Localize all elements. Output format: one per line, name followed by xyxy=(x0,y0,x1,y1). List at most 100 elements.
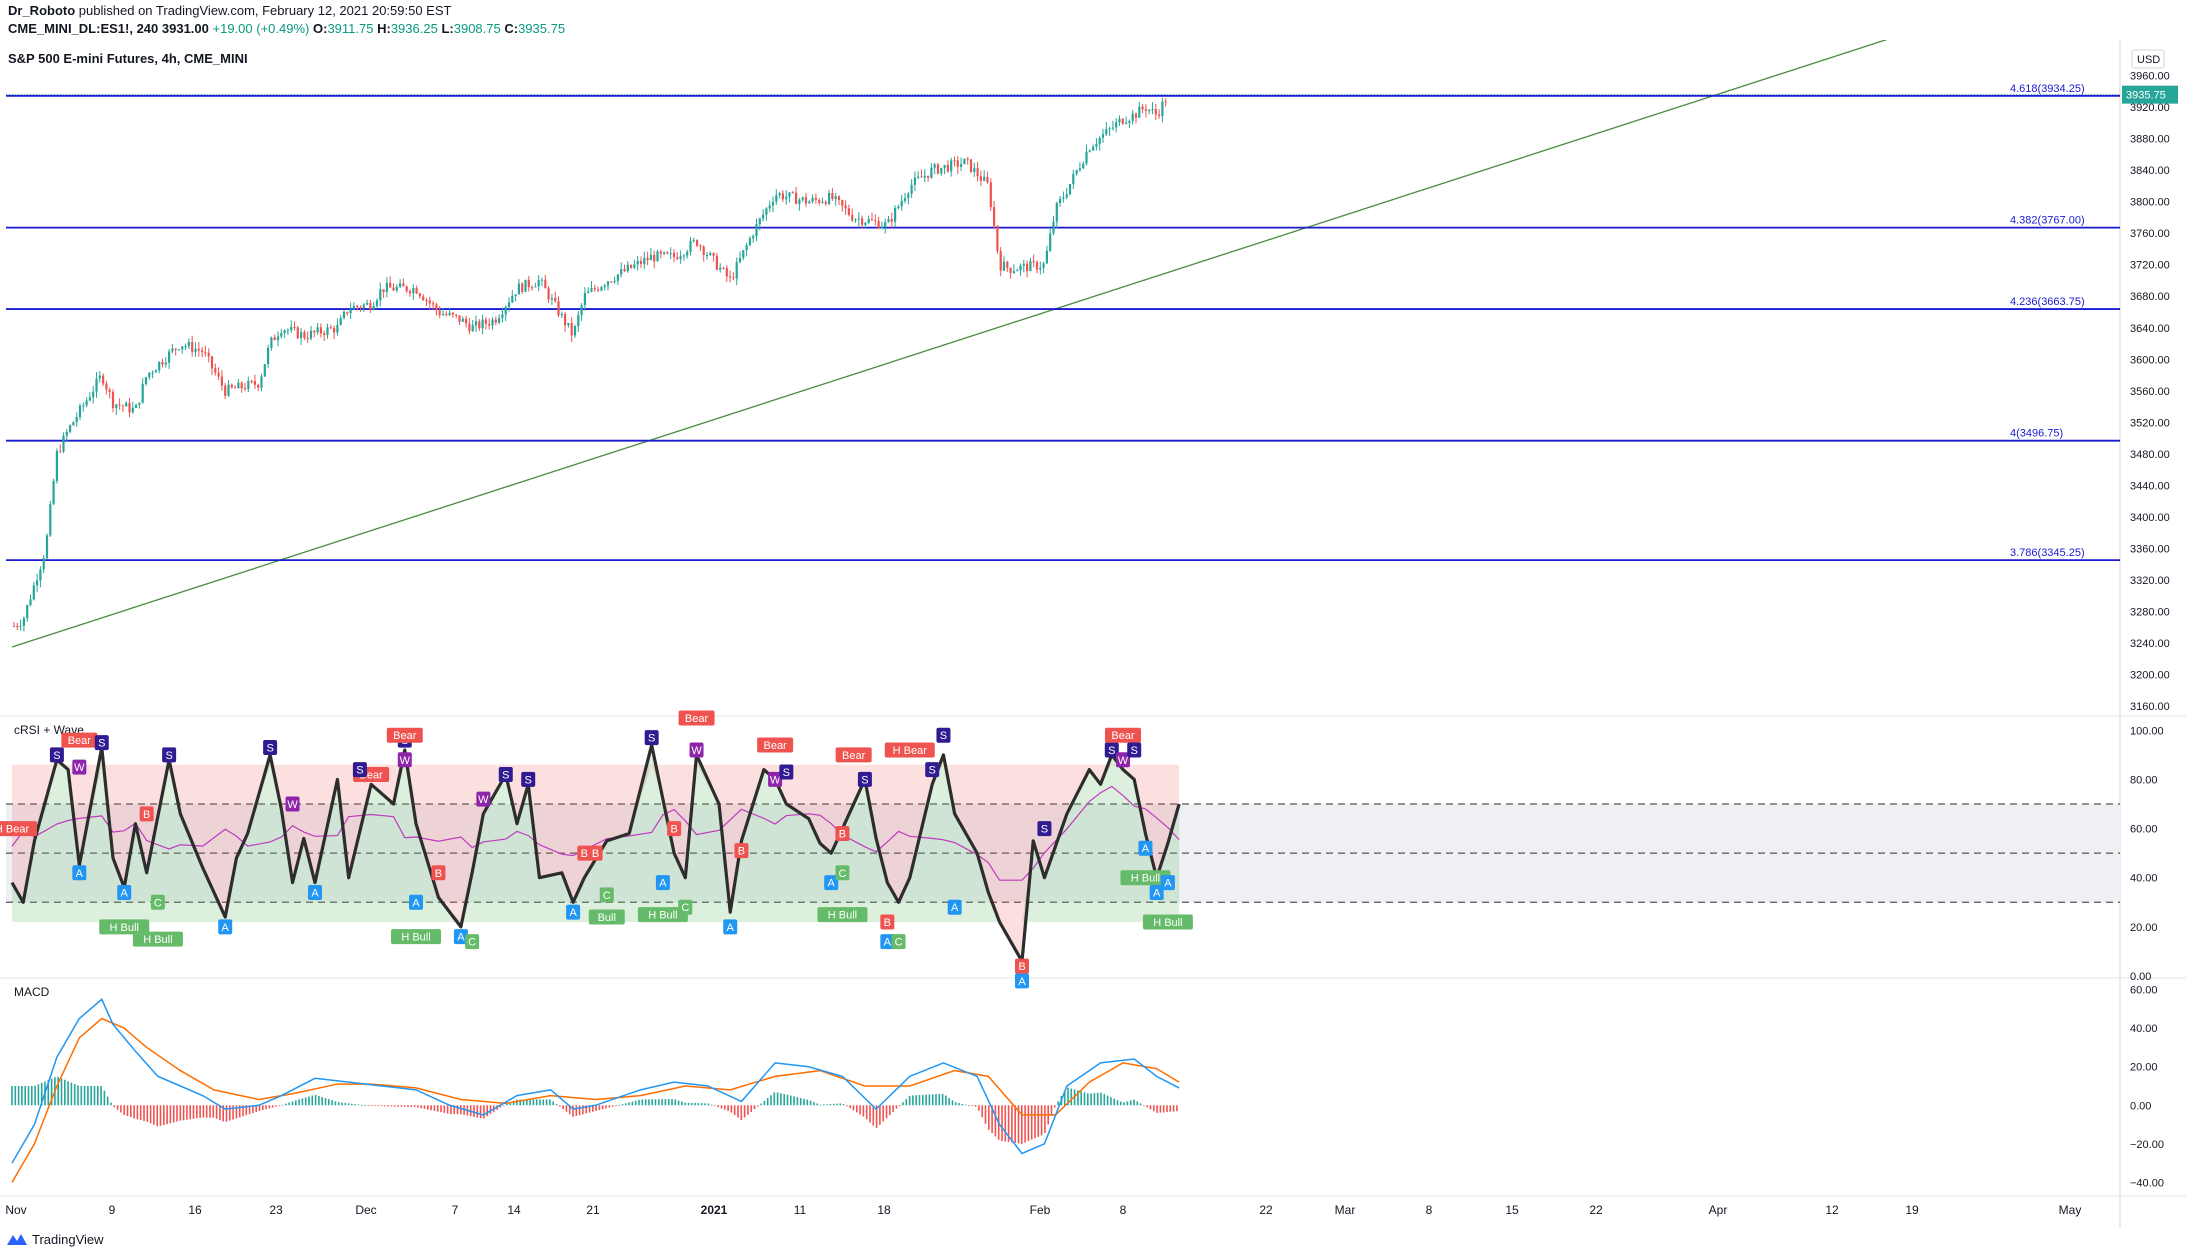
signal-badge xyxy=(498,767,513,783)
price-pane: S&P 500 E-mini Futures, 4h, CME_MINI 3960… xyxy=(6,40,2178,713)
histogram-bar xyxy=(258,1105,261,1111)
signal-badge xyxy=(667,821,682,837)
signal-label: A xyxy=(1018,976,1026,988)
candle-body xyxy=(1012,271,1015,273)
signal-bull: H Bull xyxy=(817,907,868,923)
candle-body xyxy=(804,197,808,204)
fib-level-label: 4.382(3767.00) xyxy=(2010,215,2085,227)
chart-area[interactable]: S&P 500 E-mini Futures, 4h, CME_MINI 3960… xyxy=(0,40,2186,1228)
histogram-bar xyxy=(1090,1093,1092,1106)
signal-label: H Bull xyxy=(143,934,172,946)
candle-body xyxy=(894,208,897,222)
change-value: +19.00 (+0.49%) xyxy=(212,21,310,36)
signal-badge xyxy=(465,934,480,950)
histogram-bar xyxy=(232,1105,234,1120)
histogram-bar xyxy=(377,1105,380,1107)
candle-body xyxy=(511,296,514,303)
histogram-bar xyxy=(304,1097,307,1106)
histogram-bar xyxy=(407,1105,409,1107)
candle-body xyxy=(560,313,563,316)
candle-body xyxy=(692,240,695,242)
candle-body xyxy=(1105,128,1108,135)
candle-body xyxy=(1131,113,1134,121)
histogram-bar xyxy=(153,1105,155,1125)
signal-a: A xyxy=(1138,840,1153,856)
signal-a: A xyxy=(824,875,839,891)
histogram-bar xyxy=(842,1104,845,1106)
candle-body xyxy=(841,199,844,206)
histogram-bar xyxy=(803,1098,805,1106)
candle-body xyxy=(494,319,497,323)
histogram-bar xyxy=(229,1105,231,1121)
histogram-bar xyxy=(727,1105,729,1111)
signal-label: Bull xyxy=(598,912,616,924)
histogram-bar xyxy=(1057,1101,1059,1106)
candle-body xyxy=(725,267,728,277)
candle-body xyxy=(897,206,900,209)
histogram-bar xyxy=(380,1105,383,1107)
candle-body xyxy=(316,327,319,333)
signal-label: S xyxy=(861,774,868,786)
candle-body xyxy=(392,287,395,291)
candle-body xyxy=(583,293,586,306)
histogram-bar xyxy=(120,1105,122,1113)
histogram-bar xyxy=(1149,1105,1152,1110)
candle-body xyxy=(356,305,359,307)
candle-body xyxy=(1125,122,1128,124)
candle-body xyxy=(1068,184,1072,195)
signal-s: S xyxy=(49,747,64,763)
candle-body xyxy=(498,318,501,323)
histogram-bar xyxy=(100,1086,102,1106)
histogram-bar xyxy=(1007,1105,1010,1142)
candle-body xyxy=(88,397,91,401)
histogram-bar xyxy=(895,1105,898,1109)
signal-label: W xyxy=(691,745,702,757)
histogram-bar xyxy=(918,1095,921,1106)
histogram-bar xyxy=(318,1095,320,1106)
histogram-bar xyxy=(753,1105,756,1110)
candle-body xyxy=(1092,146,1095,151)
candle-body xyxy=(412,287,415,294)
histogram-bar xyxy=(1156,1105,1158,1113)
candle-body xyxy=(527,279,530,288)
histogram-bar xyxy=(1136,1101,1139,1106)
tradingview-brand[interactable]: TradingView xyxy=(32,1231,104,1247)
histogram-bar xyxy=(694,1102,696,1106)
last-price: 3931.00 xyxy=(161,21,209,36)
candle-body xyxy=(227,384,230,396)
candle-body xyxy=(26,605,29,619)
signal-badge xyxy=(476,791,491,807)
candle-body xyxy=(59,450,62,452)
candle-body xyxy=(280,333,283,337)
histogram-bar xyxy=(611,1105,614,1107)
candle-body xyxy=(105,383,108,390)
signal-badge xyxy=(577,845,592,861)
signal-badge xyxy=(891,934,906,950)
signal-label: S xyxy=(929,765,936,777)
signal-label: Bear xyxy=(68,735,92,747)
candle-body xyxy=(861,218,864,225)
signal-label: A xyxy=(76,868,84,880)
candle-body xyxy=(125,402,128,407)
candle-body xyxy=(570,322,573,336)
candle-body xyxy=(702,246,705,255)
time-tick-label: 14 xyxy=(507,1203,521,1217)
candle-body xyxy=(1088,150,1091,152)
histogram-bar xyxy=(786,1094,789,1106)
chart-background xyxy=(0,40,2186,1228)
histogram-bar xyxy=(1176,1105,1178,1112)
publisher-name[interactable]: Dr_Roboto xyxy=(8,3,76,18)
signal-badge xyxy=(521,771,536,787)
candle-body xyxy=(1098,137,1101,145)
histogram-bar xyxy=(935,1094,937,1106)
candle-body xyxy=(1002,261,1006,271)
histogram-bar xyxy=(182,1105,185,1121)
candle-body xyxy=(131,407,134,413)
candle-body xyxy=(234,387,237,389)
candle-body xyxy=(402,283,405,287)
candle-body xyxy=(201,350,204,353)
histogram-bar xyxy=(941,1093,944,1106)
signal-s: S xyxy=(162,747,177,763)
candle-body xyxy=(1045,250,1048,264)
histogram-bar xyxy=(757,1105,759,1107)
